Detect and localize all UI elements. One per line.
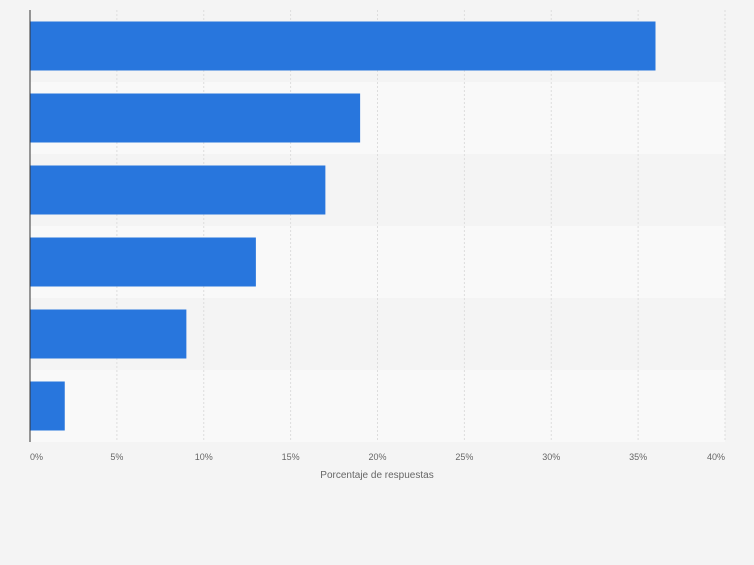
x-tick-label: 40% — [707, 452, 725, 462]
x-tick-label: 35% — [629, 452, 647, 462]
x-tick-label: 25% — [455, 452, 473, 462]
bar — [30, 165, 326, 215]
gridlines — [116, 10, 726, 442]
bar — [30, 21, 656, 71]
bar — [30, 237, 256, 287]
bar — [30, 381, 65, 431]
bars — [30, 21, 656, 431]
x-axis-label: Porcentaje de respuestas — [320, 470, 433, 481]
x-tick-label: 0% — [30, 452, 43, 462]
x-tick-label: 30% — [542, 452, 560, 462]
x-tick-label: 10% — [195, 452, 213, 462]
x-tick-label: 20% — [368, 452, 386, 462]
x-tick-label: 15% — [282, 452, 300, 462]
bar — [30, 309, 187, 359]
x-axis-ticks: 0% 5% 10% 15% 20% 25% 30% 35% 40% — [30, 452, 725, 462]
x-tick-label: 5% — [110, 452, 123, 462]
bar — [30, 93, 361, 143]
